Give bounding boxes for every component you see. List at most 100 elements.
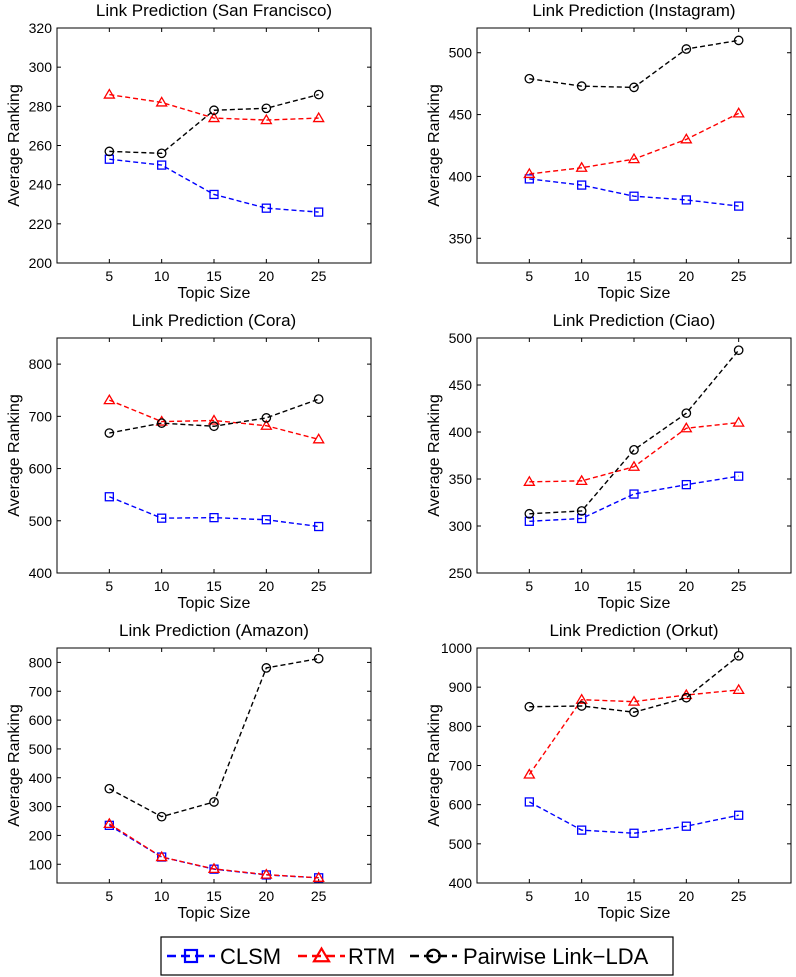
x-tick-label: 25 — [311, 268, 327, 284]
x-tick-label: 15 — [626, 578, 642, 594]
x-tick-label: 10 — [154, 578, 170, 594]
y-tick-label: 1000 — [441, 640, 472, 656]
series-line-pairwise-link-lda — [109, 657, 319, 818]
y-tick-label: 200 — [29, 827, 53, 843]
data-point-pairwise-link-lda — [681, 692, 692, 703]
data-point-rtm — [207, 111, 221, 123]
y-tick-label: 350 — [449, 230, 473, 246]
x-tick-label: 5 — [525, 888, 533, 904]
data-point-rtm — [575, 474, 588, 486]
data-point-clsm — [681, 821, 691, 831]
data-point-clsm — [261, 515, 271, 525]
x-axis-label: Topic Size — [178, 595, 251, 612]
data-point-rtm — [260, 419, 273, 430]
plot-frame — [56, 647, 372, 884]
data-point-clsm — [577, 180, 587, 190]
legend: CLSM RTM Pairwise Link−LDA — [160, 936, 674, 976]
data-point-clsm — [734, 471, 744, 481]
x-tick-label: 20 — [259, 578, 275, 594]
data-point-clsm — [209, 512, 219, 523]
y-tick-label: 700 — [449, 758, 473, 774]
x-tick-label: 10 — [154, 888, 170, 904]
data-point-pairwise-link-lda — [629, 445, 639, 455]
x-tick-label: 25 — [731, 578, 747, 594]
data-point-rtm — [260, 113, 273, 125]
x-axis-label: Topic Size — [178, 285, 251, 302]
y-tick-label: 500 — [29, 741, 53, 757]
chart-amazon: 5 10 15 20 25 100 200 300 400 500 600 700 800 Link Pr… — [6, 621, 372, 922]
y-tick-label: 500 — [449, 330, 473, 346]
y-tick-label: 260 — [29, 138, 53, 154]
data-point-rtm — [103, 817, 116, 829]
x-tick-label: 15 — [626, 268, 642, 284]
data-point-pairwise-link-lda — [629, 707, 639, 718]
data-point-clsm — [524, 174, 534, 184]
y-tick-label: 600 — [29, 461, 53, 477]
y-tick-label: 700 — [29, 683, 53, 699]
legend-entry-clsm: CLSM — [167, 944, 281, 969]
data-point-clsm — [629, 489, 639, 499]
data-point-rtm — [103, 393, 116, 405]
chart-title: Link Prediction (San Francisco) — [96, 1, 332, 20]
data-point-rtm — [627, 152, 641, 164]
chart-ciao: 5 10 15 20 25 250 300 350 400 450 500 Link Predicti… — [426, 311, 792, 612]
data-point-clsm — [524, 797, 534, 807]
data-point-pairwise-link-lda — [313, 394, 324, 404]
data-point-pairwise-link-lda — [209, 105, 219, 116]
data-point-pairwise-link-lda — [104, 146, 115, 157]
x-tick-label: 5 — [525, 578, 533, 594]
data-point-pairwise-link-lda — [576, 81, 587, 91]
x-axis-label: Topic Size — [598, 905, 671, 922]
data-point-clsm — [104, 492, 114, 502]
x-tick-label: 20 — [679, 578, 695, 594]
series-line-rtm — [529, 112, 739, 175]
series-line-rtm — [109, 93, 319, 121]
x-tick-label: 20 — [259, 888, 275, 904]
data-point-rtm — [155, 415, 168, 426]
x-tick-label: 25 — [311, 578, 327, 594]
plot-frame — [476, 27, 792, 264]
data-point-rtm — [155, 850, 168, 862]
y-tick-label: 400 — [449, 168, 473, 184]
x-tick-label: 25 — [731, 268, 747, 284]
series-line-pairwise-link-lda — [529, 349, 740, 515]
y-axis-label: Average Ranking — [426, 394, 443, 516]
data-point-clsm — [314, 207, 324, 217]
data-point-clsm — [629, 828, 639, 838]
y-tick-label: 400 — [29, 770, 53, 786]
data-point-clsm — [314, 521, 324, 532]
x-tick-label: 5 — [105, 578, 113, 594]
y-tick-label: 450 — [449, 377, 473, 393]
plot-frame — [56, 337, 372, 574]
y-tick-label: 350 — [449, 471, 473, 487]
y-axis-label: Average Ranking — [6, 704, 23, 826]
data-point-rtm — [575, 161, 588, 172]
data-point-pairwise-link-lda — [576, 701, 587, 711]
data-point-clsm — [734, 201, 744, 211]
data-point-pairwise-link-lda — [681, 408, 692, 419]
data-point-pairwise-link-lda — [681, 44, 692, 54]
plot-frame — [476, 647, 792, 884]
series-line-rtm — [528, 689, 739, 775]
y-tick-label: 240 — [29, 177, 53, 193]
data-point-pairwise-link-lda — [261, 413, 272, 423]
data-point-pairwise-link-lda — [104, 783, 115, 794]
y-tick-label: 300 — [29, 799, 53, 815]
data-point-rtm — [732, 683, 745, 695]
y-tick-label: 500 — [29, 513, 53, 529]
x-axis-label: Topic Size — [598, 595, 671, 612]
chart-orkut: 5 10 15 20 25 400 500 600 700 800 900 1000 Link Pred… — [426, 621, 792, 922]
data-point-pairwise-link-lda — [629, 82, 639, 93]
x-tick-label: 20 — [679, 888, 695, 904]
data-point-rtm — [523, 475, 536, 486]
series-line-clsm — [529, 475, 739, 522]
data-point-rtm — [103, 88, 116, 99]
legend-entry-pairwise-link-lda: Pairwise Link−LDA — [410, 944, 649, 969]
y-tick-label: 500 — [449, 836, 473, 852]
x-tick-label: 15 — [206, 888, 222, 904]
y-tick-label: 200 — [29, 255, 53, 271]
x-tick-label: 5 — [105, 268, 113, 284]
legend-label: CLSM — [220, 944, 281, 969]
data-point-pairwise-link-lda — [104, 428, 115, 438]
